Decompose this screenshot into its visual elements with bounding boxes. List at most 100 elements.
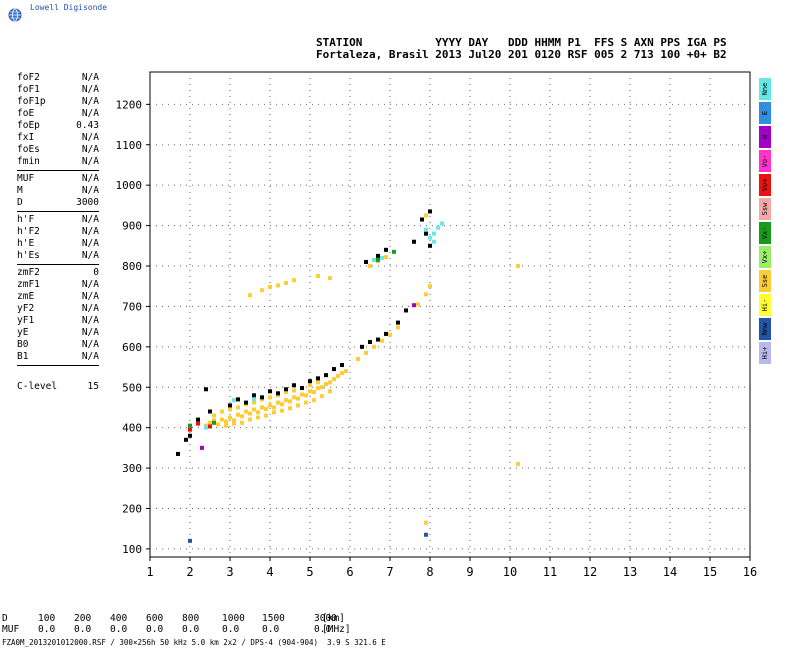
- echo-point-black: [184, 437, 188, 442]
- parameter-label: h'F: [17, 214, 35, 225]
- parameter-value: N/A: [81, 291, 99, 302]
- echo-point-black: [268, 389, 272, 394]
- echo-point-sse: [328, 389, 332, 394]
- echo-point-sse: [220, 417, 224, 422]
- echo-point-sse: [316, 380, 320, 385]
- parameter-label: yF1: [17, 315, 35, 326]
- distance-value: 1000: [222, 613, 245, 624]
- legend-label: Vx-: [761, 226, 769, 240]
- echo-point-sse: [220, 409, 224, 414]
- parameter-row: M N/A: [17, 185, 99, 197]
- parameter-row: B0 N/A: [17, 339, 99, 351]
- parameter-row: B1 N/A: [17, 351, 99, 363]
- echo-point-black: [420, 217, 424, 222]
- echo-point-sse: [244, 409, 248, 414]
- echo-point-sse: [324, 382, 328, 387]
- y-tick-label: 900: [122, 220, 142, 233]
- echo-point-black: [228, 403, 232, 408]
- parameter-label: foEs: [17, 144, 40, 155]
- echo-point-sse: [424, 213, 428, 218]
- echo-point-black: [324, 373, 328, 378]
- legend-swatch-nne: Nne: [759, 78, 771, 100]
- legend-swatch-vxplus: Vx+: [759, 246, 771, 268]
- x-tick-label: 14: [663, 565, 677, 579]
- echo-point-black: [204, 387, 208, 392]
- echo-point-w: [412, 303, 416, 308]
- echo-point-sse: [212, 418, 216, 423]
- echo-point-black: [260, 395, 264, 400]
- echo-point-sse: [260, 405, 264, 410]
- echo-point-sse: [312, 390, 316, 395]
- header-values: Fortaleza, Brasil 2013 Jul20 201 0120 RS…: [316, 48, 727, 61]
- parameter-value: N/A: [81, 303, 99, 314]
- distance-value: 600: [146, 613, 164, 624]
- parameter-label: foF1: [17, 84, 40, 95]
- muf-value: 0.0: [314, 624, 332, 635]
- parameter-label: zmF2: [17, 267, 40, 278]
- echo-point-nne: [372, 257, 376, 262]
- parameter-value: N/A: [81, 132, 99, 143]
- echo-point-black: [340, 363, 344, 368]
- parameter-row: zmE N/A: [17, 291, 99, 303]
- parameter-row: foEs N/A: [17, 144, 99, 156]
- x-tick-label: 2: [186, 565, 193, 579]
- y-tick-label: 700: [122, 300, 142, 313]
- echo-point-nne: [440, 221, 444, 226]
- echo-point-black: [316, 376, 320, 381]
- parameter-separator: [17, 211, 99, 212]
- echo-point-black: [360, 344, 364, 349]
- echo-point-sse: [292, 278, 296, 283]
- echo-point-sse: [264, 413, 268, 418]
- echo-point-sse: [304, 400, 308, 405]
- echo-point-black: [376, 253, 380, 258]
- legend-label: Vo+: [761, 178, 769, 192]
- parameter-label: foF1p: [17, 96, 46, 107]
- echo-point-black: [384, 247, 388, 252]
- echo-point-sse: [380, 338, 384, 343]
- echo-point-sse: [248, 411, 252, 416]
- y-tick-label: 1000: [116, 179, 143, 192]
- distance-value: 800: [182, 613, 200, 624]
- legend-label: W: [761, 134, 769, 140]
- echo-point-vx: [392, 249, 396, 254]
- echo-point-black: [244, 400, 248, 405]
- parameter-row: h'F N/A: [17, 214, 99, 226]
- echo-point-black: [276, 391, 280, 396]
- header-labels: STATION YYYY DAY DDD HHMM P1 FFS S AXN P…: [316, 36, 727, 49]
- echo-point-sse: [268, 395, 272, 400]
- ionogram-chart: 1 2 3 4 5 6 7 8 9 10 11 12 13 14 15 1610020030040050060…: [116, 71, 757, 579]
- echo-point-sse: [424, 520, 428, 525]
- globe-icon: [8, 8, 22, 22]
- echo-point-sse: [428, 284, 432, 289]
- legend-swatch-hiplus: Hi+: [759, 342, 771, 364]
- echo-point-sse: [292, 395, 296, 400]
- parameter-label: h'Es: [17, 250, 40, 261]
- file-info-footer: FZA0M_2013201012000.RSF / 300×256h 50 kH…: [2, 638, 386, 647]
- parameter-value: 3000: [76, 197, 99, 208]
- echo-point-black: [368, 339, 372, 344]
- parameter-row: yF2 N/A: [17, 303, 99, 315]
- parameter-label: MUF: [17, 173, 35, 184]
- echo-point-sse: [288, 406, 292, 411]
- echo-point-sse: [384, 255, 388, 260]
- legend-swatch-himinus: Hi-: [759, 294, 771, 316]
- x-tick-label: 13: [623, 565, 637, 579]
- distance-muf-table: D 100 200 400 600 800 1000 1500 3000 [km] MUF 0.0 0…: [2, 613, 362, 635]
- echo-point-sse: [232, 421, 236, 426]
- echo-point-sse: [320, 385, 324, 390]
- clevel-value: 15: [87, 381, 99, 392]
- echo-point-black: [396, 320, 400, 325]
- muf-label: MUF: [2, 624, 20, 635]
- echo-point-sse: [272, 410, 276, 415]
- y-tick-label: 400: [122, 422, 142, 435]
- echo-point-sse: [280, 408, 284, 413]
- echo-point-nne: [204, 425, 208, 430]
- echo-point-sse: [284, 398, 288, 403]
- echo-point-nne: [252, 397, 256, 402]
- x-tick-label: 3: [226, 565, 233, 579]
- parameter-value: N/A: [81, 238, 99, 249]
- legend-swatch-w: W: [759, 126, 771, 148]
- echo-point-sse: [268, 403, 272, 408]
- echo-point-vo: [208, 424, 212, 429]
- parameter-value: N/A: [81, 327, 99, 338]
